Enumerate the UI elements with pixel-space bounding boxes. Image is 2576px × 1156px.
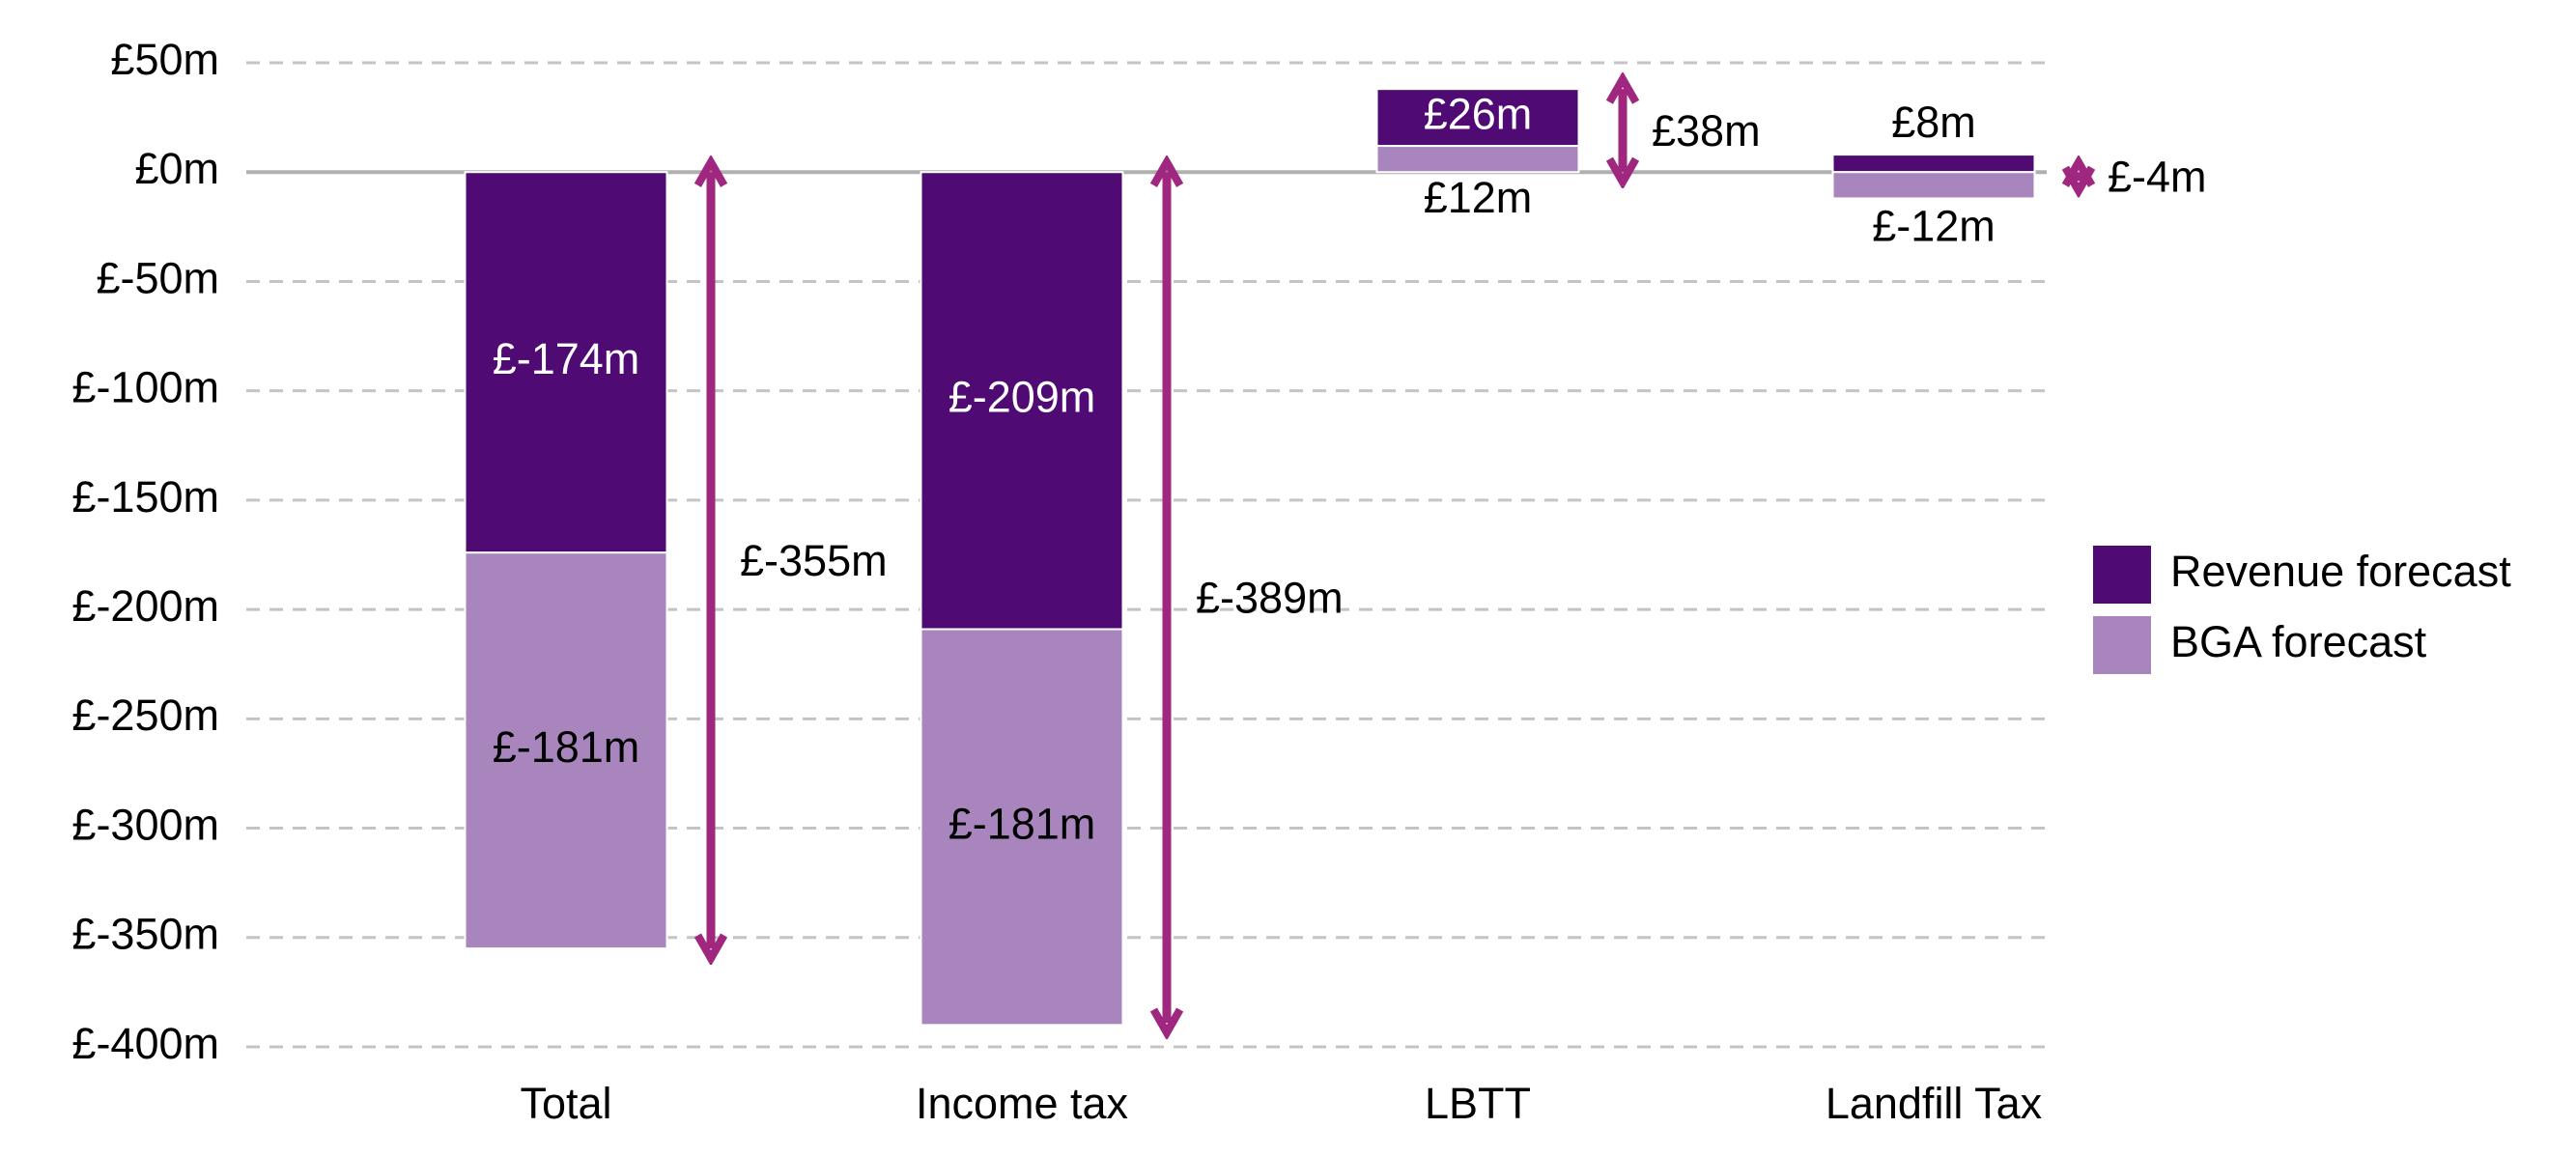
value-label: £-181m	[493, 722, 640, 772]
value-label: £12m	[1424, 173, 1533, 222]
value-label: £-174m	[493, 334, 640, 383]
y-tick-label: £0m	[134, 144, 219, 193]
x-tick-label: LBTT	[1425, 1079, 1531, 1128]
x-tick-label: Landfill Tax	[1826, 1079, 2043, 1128]
bar-segment	[920, 628, 1124, 1027]
bar-segment	[1375, 145, 1580, 174]
y-tick-label: £-350m	[71, 910, 219, 959]
y-tick-label: £-150m	[71, 472, 219, 522]
legend-swatch	[2093, 616, 2151, 674]
value-label: £26m	[1424, 90, 1533, 139]
y-tick-label: £50m	[110, 35, 219, 84]
total-label: £-4m	[2108, 153, 2207, 202]
bar-segment	[464, 551, 668, 950]
legend-label: Revenue forecast	[2170, 547, 2511, 596]
value-label: £-181m	[948, 799, 1096, 848]
value-label: £-12m	[1872, 201, 1996, 250]
y-tick-label: £-200m	[71, 581, 219, 631]
bar-segment	[920, 171, 1124, 631]
y-tick-label: £-400m	[71, 1019, 219, 1068]
bar-segment	[1375, 88, 1580, 148]
bar-segment	[1831, 171, 2036, 200]
y-tick-label: £-50m	[96, 253, 219, 302]
x-tick-label: Total	[520, 1079, 611, 1128]
legend-label: BGA forecast	[2170, 617, 2427, 666]
legend-swatch	[2093, 546, 2151, 604]
total-label: £38m	[1652, 106, 1761, 155]
value-label: £8m	[1891, 98, 1976, 147]
bar-segment	[1831, 154, 2036, 174]
x-tick-label: Income tax	[916, 1079, 1129, 1128]
total-label: £-355m	[740, 536, 888, 585]
total-label: £-389m	[1196, 574, 1344, 623]
y-tick-label: £-100m	[71, 363, 219, 412]
value-label: £-209m	[948, 373, 1096, 422]
y-tick-label: £-250m	[71, 691, 219, 740]
y-tick-label: £-300m	[71, 800, 219, 849]
